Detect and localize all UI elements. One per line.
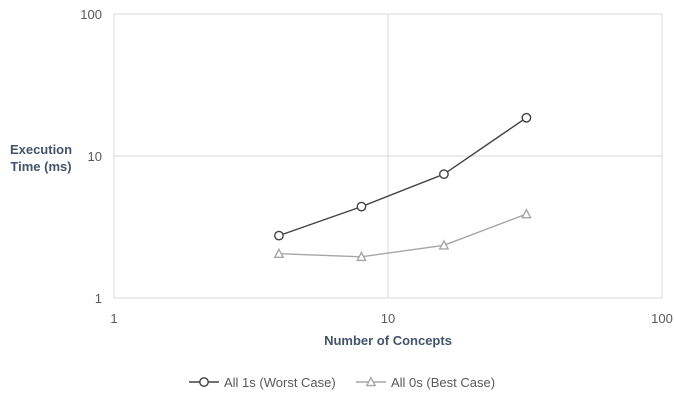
tick-labels: 1 10 100 1 10 100 xyxy=(80,7,673,326)
data-point xyxy=(521,112,532,123)
legend-marker xyxy=(199,377,209,387)
data-point xyxy=(438,239,450,250)
y-tick-label: 10 xyxy=(88,149,102,164)
data-point xyxy=(356,250,367,262)
series xyxy=(273,112,532,262)
series-1 xyxy=(274,112,532,241)
legend-label: All 0s (Best Case) xyxy=(391,375,495,390)
series-line xyxy=(278,117,527,237)
grid xyxy=(113,13,663,299)
data-point xyxy=(521,208,532,219)
legend-marker xyxy=(365,376,377,387)
x-tick-label: 1 xyxy=(110,311,117,326)
data-point xyxy=(273,247,285,259)
y-axis-title-line-1: Execution xyxy=(10,142,72,157)
legend: All 1s (Worst Case) All 0s (Best Case) xyxy=(189,375,495,390)
data-point xyxy=(439,169,449,180)
x-tick-label: 10 xyxy=(381,311,395,326)
x-tick-label: 100 xyxy=(651,311,673,326)
y-axis-title-line-2: Time (ms) xyxy=(10,159,71,174)
series-2 xyxy=(273,208,532,262)
legend-label: All 1s (Worst Case) xyxy=(224,375,336,390)
data-point xyxy=(356,201,367,212)
y-tick-label: 1 xyxy=(95,291,102,306)
y-tick-label: 100 xyxy=(80,7,102,22)
x-axis-title: Number of Concepts xyxy=(324,333,452,348)
legend-item: All 0s (Best Case) xyxy=(356,375,495,390)
data-point xyxy=(274,230,284,241)
series-line xyxy=(278,213,527,258)
legend-item: All 1s (Worst Case) xyxy=(189,375,336,390)
